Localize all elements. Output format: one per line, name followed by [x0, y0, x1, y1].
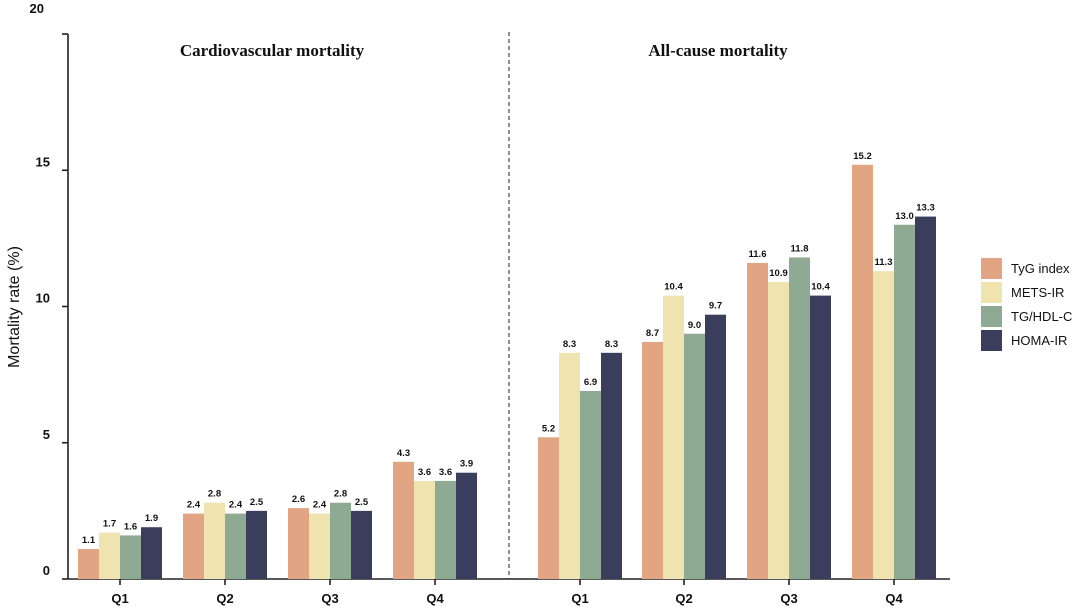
y-axis-label: Mortality rate (%) [6, 246, 23, 368]
bar-0-Q1-1 [99, 532, 120, 579]
bar-1-Q4-0 [852, 164, 873, 580]
legend-label-2: TG/HDL-C [1011, 309, 1072, 324]
y-tick-label-5: 5 [43, 427, 50, 442]
bar-1-Q2-2 [684, 333, 705, 579]
bar-0-Q1-3 [141, 527, 162, 579]
x-tick-label-1-Q2: Q2 [675, 591, 692, 606]
bar-0-Q4-0 [393, 461, 414, 579]
x-tick-label-1-Q4: Q4 [885, 591, 903, 606]
bar-1-Q3-3 [810, 295, 831, 579]
x-tick-label-1-Q1: Q1 [571, 591, 588, 606]
bar-1-Q3-2 [789, 257, 810, 579]
panel-title-1: All-cause mortality [648, 41, 788, 60]
y-tick-label-15: 15 [36, 154, 50, 169]
data-label-1-Q1-2: 6.9 [584, 377, 597, 388]
legend-swatch-0 [981, 258, 1002, 279]
x-tick-label-0-Q2: Q2 [216, 591, 233, 606]
data-label-1-Q3-1: 10.9 [769, 268, 788, 279]
bar-1-Q4-1 [873, 271, 894, 579]
bar-1-Q2-1 [663, 295, 684, 579]
data-label-0-Q3-0: 2.6 [292, 494, 305, 505]
data-label-0-Q1-2: 1.6 [124, 521, 137, 532]
data-label-1-Q3-0: 11.6 [749, 249, 767, 260]
data-label-0-Q3-3: 2.5 [355, 497, 369, 508]
data-label-1-Q1-3: 8.3 [605, 339, 618, 350]
data-label-1-Q2-0: 8.7 [646, 328, 659, 339]
y-tick-label-10: 10 [36, 291, 50, 306]
data-label-1-Q3-3: 10.4 [811, 282, 830, 293]
bar-0-Q4-1 [414, 480, 435, 579]
bar-1-Q3-0 [747, 262, 768, 579]
bar-0-Q3-2 [330, 502, 351, 579]
panel-title-0: Cardiovascular mortality [180, 41, 365, 60]
bar-0-Q2-2 [225, 513, 246, 579]
bar-0-Q3-1 [309, 513, 330, 579]
bar-0-Q2-1 [204, 502, 225, 579]
axes: 0 5 10 15 20 Mortality rate (%) Cardiovascular… [6, 1, 950, 606]
bar-1-Q2-3 [705, 314, 726, 579]
data-label-0-Q1-0: 1.1 [82, 535, 96, 546]
data-label-1-Q3-2: 11.8 [791, 243, 809, 254]
data-label-1-Q4-1: 11.3 [875, 257, 893, 268]
data-label-1-Q2-2: 9.0 [688, 320, 701, 331]
bar-1-Q1-2 [580, 390, 601, 579]
data-label-0-Q2-0: 2.4 [187, 500, 201, 511]
y-tick-label-20: 20 [30, 1, 44, 16]
legend: TyG index METS-IR TG/HDL-C HOMA-IR [981, 258, 1072, 351]
x-tick-label-0-Q3: Q3 [321, 591, 338, 606]
legend-label-0: TyG index [1011, 261, 1070, 276]
data-label-1-Q1-0: 5.2 [542, 423, 555, 434]
data-label-0-Q2-2: 2.4 [229, 500, 243, 511]
x-tick-label-0-Q1: Q1 [111, 591, 128, 606]
data-labels: 1.1 1.7 1.6 1.9 2.4 2.8 2.4 2.5 2.6 2.4 2.8 2.5 4.3 3… [82, 151, 935, 546]
x-tick-label-0-Q4: Q4 [426, 591, 444, 606]
bar-1-Q4-2 [894, 224, 915, 579]
data-label-0-Q3-2: 2.8 [334, 489, 347, 500]
legend-label-3: HOMA-IR [1011, 333, 1067, 348]
data-label-0-Q2-3: 2.5 [250, 497, 264, 508]
bar-1-Q4-3 [915, 216, 936, 579]
data-label-1-Q2-3: 9.7 [709, 301, 722, 312]
bar-1-Q1-3 [601, 352, 622, 579]
data-label-0-Q2-1: 2.8 [208, 489, 221, 500]
data-label-0-Q1-3: 1.9 [145, 513, 158, 524]
data-label-1-Q4-3: 13.3 [916, 203, 935, 214]
data-label-0-Q3-1: 2.4 [313, 500, 327, 511]
bar-1-Q1-1 [559, 352, 580, 579]
bar-0-Q4-2 [435, 480, 456, 579]
bar-0-Q4-3 [456, 472, 477, 579]
bars [78, 164, 936, 580]
legend-swatch-1 [981, 282, 1002, 303]
data-label-0-Q4-2: 3.6 [439, 467, 452, 478]
legend-swatch-2 [981, 306, 1002, 327]
data-label-1-Q1-1: 8.3 [563, 339, 576, 350]
bar-0-Q2-3 [246, 510, 267, 579]
bar-0-Q1-2 [120, 535, 141, 579]
data-label-0-Q4-1: 3.6 [418, 467, 431, 478]
bar-0-Q2-0 [183, 513, 204, 579]
legend-label-1: METS-IR [1011, 285, 1064, 300]
bar-0-Q3-0 [288, 508, 309, 579]
data-label-0-Q4-3: 3.9 [460, 459, 473, 470]
data-label-0-Q1-1: 1.7 [103, 519, 116, 530]
data-label-1-Q4-2: 13.0 [895, 211, 914, 222]
bar-0-Q1-0 [78, 549, 99, 579]
bar-1-Q3-1 [768, 281, 789, 579]
x-tick-label-1-Q3: Q3 [780, 591, 797, 606]
bar-0-Q3-3 [351, 510, 372, 579]
legend-swatch-3 [981, 330, 1002, 351]
data-label-1-Q2-1: 10.4 [664, 282, 683, 293]
y-tick-label-0: 0 [43, 563, 50, 578]
bar-1-Q1-0 [538, 437, 559, 579]
bar-1-Q2-0 [642, 341, 663, 579]
data-label-0-Q4-0: 4.3 [397, 448, 410, 459]
data-label-1-Q4-0: 15.2 [853, 151, 872, 162]
